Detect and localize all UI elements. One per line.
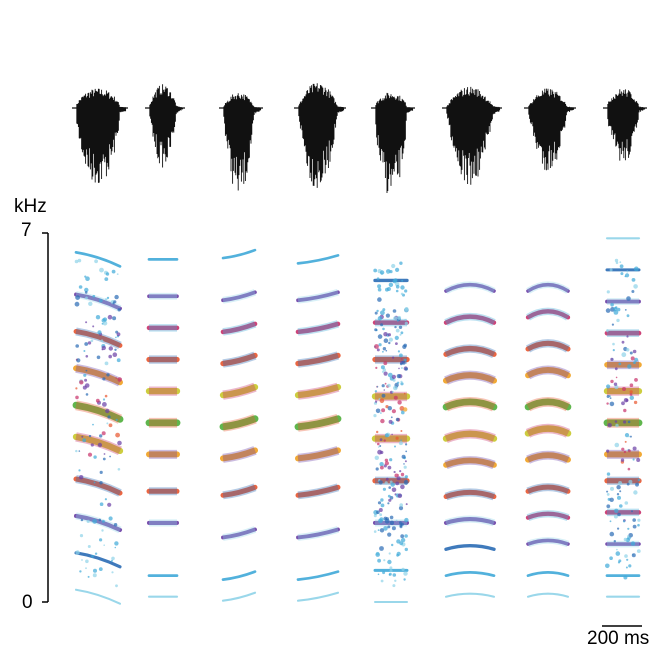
harmonic-band bbox=[74, 251, 122, 268]
harmonic-band bbox=[525, 484, 571, 494]
harmonic-band bbox=[443, 457, 497, 468]
spectrogram-panel bbox=[72, 237, 643, 605]
harmonic-band bbox=[295, 352, 341, 367]
harmonic-band bbox=[525, 309, 571, 320]
harmonic-band bbox=[526, 592, 570, 598]
waveform-4 bbox=[294, 83, 346, 188]
waveform-6 bbox=[442, 86, 502, 185]
harmonic-band bbox=[296, 254, 340, 265]
waveform-1 bbox=[72, 88, 128, 183]
y-axis bbox=[42, 232, 49, 603]
spectrogram-call-4 bbox=[294, 254, 342, 602]
harmonic-band bbox=[74, 588, 122, 605]
harmonic-band bbox=[443, 516, 497, 525]
spectrogram-call-1 bbox=[72, 251, 124, 605]
harmonic-band bbox=[220, 321, 258, 335]
harmonic-band bbox=[73, 365, 123, 386]
harmonic-band bbox=[220, 447, 258, 462]
harmonic-band bbox=[221, 570, 257, 581]
harmonic-band bbox=[294, 383, 342, 399]
scale-bar-label: 200 ms bbox=[587, 628, 650, 649]
harmonic-band bbox=[296, 290, 340, 303]
harmonic-band bbox=[221, 290, 257, 303]
harmonic-band bbox=[73, 476, 123, 496]
harmonic-band bbox=[295, 321, 341, 335]
harmonic-band bbox=[295, 484, 341, 498]
harmonic-band bbox=[73, 513, 123, 532]
harmonic-band bbox=[526, 538, 570, 546]
harmonic-band bbox=[296, 570, 340, 581]
spectrogram-call-3 bbox=[219, 248, 259, 602]
harmonic-band bbox=[296, 527, 340, 540]
spectrogram-call-2 bbox=[145, 258, 181, 598]
harmonic-band bbox=[74, 551, 122, 569]
waveform-8 bbox=[603, 89, 647, 161]
harmonic-band bbox=[220, 484, 258, 498]
spectrogram-call-8 bbox=[603, 237, 643, 598]
harmonic-band bbox=[525, 340, 571, 352]
waveform-2 bbox=[145, 84, 185, 168]
harmonic-band bbox=[73, 328, 123, 348]
harmonic-band bbox=[443, 372, 497, 384]
harmonic-band bbox=[443, 345, 497, 357]
harmonic-band bbox=[72, 433, 124, 455]
harmonic-band bbox=[74, 292, 122, 311]
harmonic-band bbox=[525, 452, 571, 463]
y-axis-unit-label: kHz bbox=[14, 196, 47, 217]
harmonic-band bbox=[444, 282, 496, 293]
harmonic-band bbox=[220, 352, 258, 367]
y-axis-max-label: 7 bbox=[21, 220, 32, 241]
harmonic-band bbox=[526, 282, 570, 293]
waveform-7 bbox=[524, 88, 576, 171]
harmonic-band bbox=[444, 543, 496, 551]
harmonic-band bbox=[442, 430, 498, 442]
harmonic-band bbox=[444, 592, 496, 598]
harmonic-band bbox=[525, 366, 571, 379]
harmonic-band bbox=[525, 511, 571, 520]
harmonic-band bbox=[221, 591, 257, 602]
harmonic-band bbox=[221, 248, 257, 260]
harmonic-band bbox=[526, 570, 570, 577]
harmonic-band bbox=[524, 425, 572, 437]
harmonic-band bbox=[443, 489, 497, 500]
waveform-panel bbox=[72, 83, 647, 193]
spectrogram-call-6 bbox=[442, 281, 498, 598]
harmonic-band bbox=[296, 591, 340, 602]
y-axis-min-label: 0 bbox=[22, 592, 33, 613]
waveform-3 bbox=[219, 93, 263, 191]
harmonic-band bbox=[294, 415, 342, 431]
waveform-5 bbox=[371, 92, 415, 193]
harmonic-band bbox=[295, 447, 341, 462]
spectrogram-call-5 bbox=[371, 261, 411, 603]
harmonic-band bbox=[219, 415, 259, 431]
harmonic-band bbox=[443, 314, 497, 325]
harmonic-band bbox=[442, 398, 498, 411]
harmonic-band bbox=[524, 398, 572, 411]
harmonic-band bbox=[444, 570, 496, 577]
harmonic-band bbox=[72, 401, 124, 423]
harmonic-band bbox=[221, 527, 257, 540]
spectrogram-call-7 bbox=[524, 281, 572, 598]
harmonic-band bbox=[219, 383, 259, 399]
